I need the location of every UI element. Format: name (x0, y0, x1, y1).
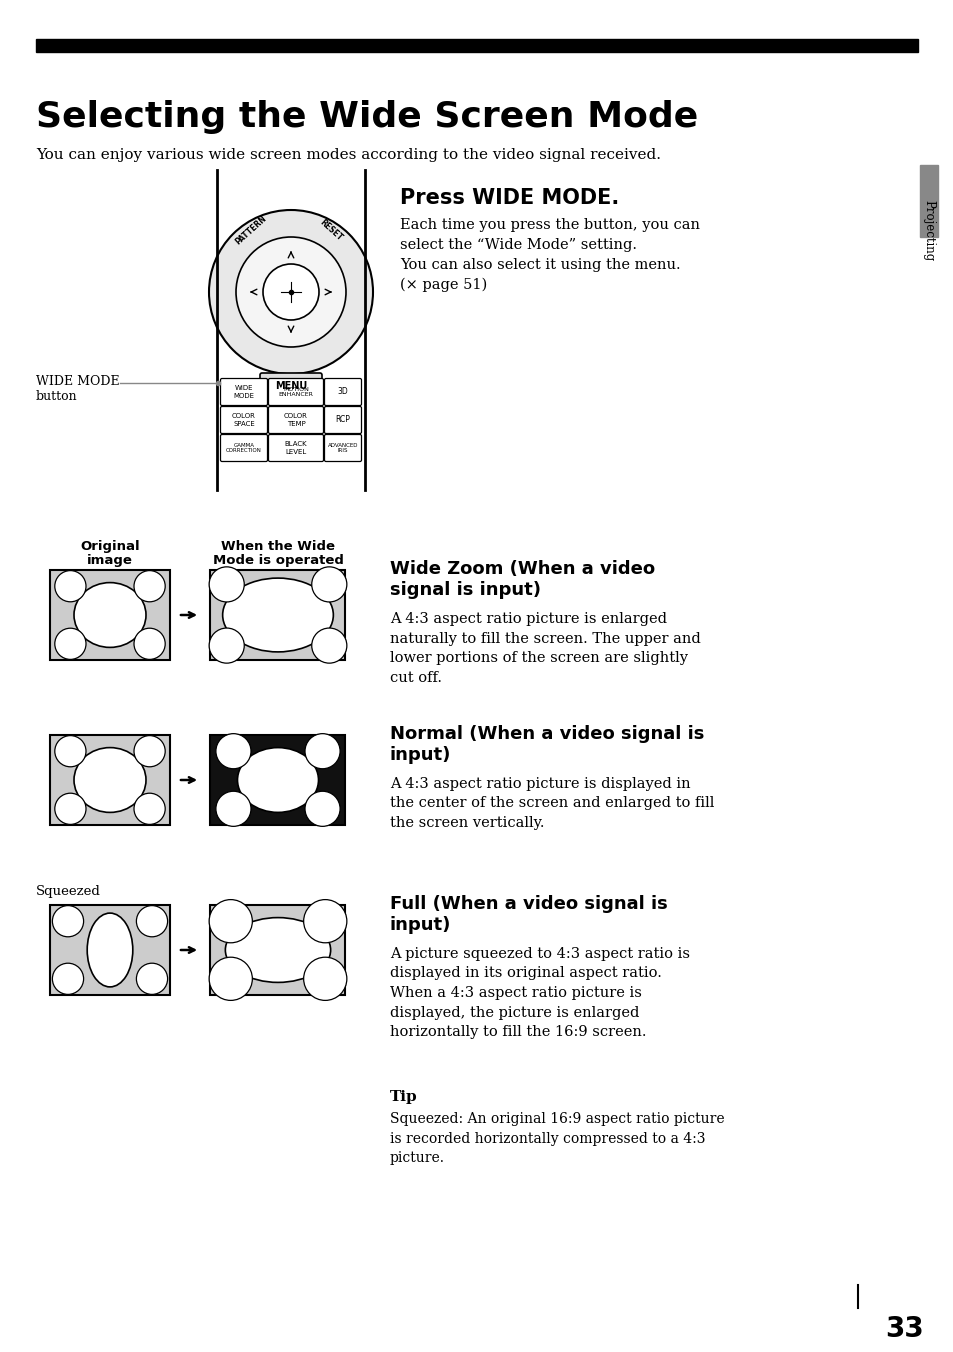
Ellipse shape (74, 583, 146, 648)
Ellipse shape (225, 918, 331, 983)
Circle shape (133, 794, 165, 825)
Text: MENU: MENU (274, 381, 307, 391)
Text: ADVANCED
IRIS: ADVANCED IRIS (328, 442, 358, 453)
Text: image: image (87, 554, 132, 566)
Circle shape (54, 629, 86, 660)
Circle shape (305, 734, 339, 769)
Text: Selecting the Wide Screen Mode: Selecting the Wide Screen Mode (36, 100, 698, 134)
FancyBboxPatch shape (324, 434, 361, 461)
Text: WIDE
MODE: WIDE MODE (233, 385, 254, 399)
Text: Tip: Tip (390, 1090, 417, 1105)
Bar (50, 904, 170, 995)
Text: 33: 33 (884, 1315, 923, 1343)
Circle shape (209, 957, 253, 1000)
Text: Mode is operated: Mode is operated (213, 554, 343, 566)
Text: You can enjoy various wide screen modes according to the video signal received.: You can enjoy various wide screen modes … (36, 147, 660, 162)
Ellipse shape (74, 748, 146, 813)
Circle shape (312, 629, 347, 662)
Text: COLOR
TEMP: COLOR TEMP (284, 414, 308, 426)
FancyBboxPatch shape (324, 407, 361, 434)
FancyBboxPatch shape (268, 407, 323, 434)
Circle shape (209, 899, 253, 942)
Circle shape (52, 963, 84, 995)
Circle shape (209, 566, 244, 602)
Ellipse shape (87, 913, 132, 987)
Bar (211, 735, 345, 825)
Text: When the Wide: When the Wide (221, 539, 335, 553)
Circle shape (215, 791, 251, 826)
Circle shape (54, 735, 86, 767)
Circle shape (215, 734, 251, 769)
Ellipse shape (237, 748, 318, 813)
FancyBboxPatch shape (268, 434, 323, 461)
Circle shape (209, 629, 244, 662)
Text: MOTION
ENHANCER: MOTION ENHANCER (278, 387, 314, 397)
Bar (211, 571, 345, 660)
Circle shape (305, 791, 339, 826)
Text: Squeezed: Squeezed (36, 886, 101, 898)
Bar (919, 165, 937, 237)
Text: Projecting: Projecting (922, 200, 935, 261)
Text: WIDE MODE: WIDE MODE (36, 375, 119, 388)
Text: Squeezed: An original 16:9 aspect ratio picture
is recorded horizontally compres: Squeezed: An original 16:9 aspect ratio … (390, 1111, 724, 1165)
Text: 3D: 3D (337, 388, 348, 396)
FancyBboxPatch shape (260, 373, 322, 399)
Text: PATTERN: PATTERN (233, 214, 268, 246)
Circle shape (235, 237, 346, 347)
FancyBboxPatch shape (220, 379, 267, 406)
Text: RCP: RCP (335, 415, 350, 425)
Circle shape (133, 735, 165, 767)
Bar (211, 904, 345, 995)
Text: Full (When a video signal is
input): Full (When a video signal is input) (390, 895, 667, 934)
Text: Wide Zoom (When a video
signal is input): Wide Zoom (When a video signal is input) (390, 560, 655, 599)
Circle shape (263, 264, 318, 320)
Circle shape (312, 566, 347, 602)
Circle shape (133, 571, 165, 602)
Text: button: button (36, 389, 77, 403)
Bar (50, 735, 170, 825)
Text: A 4:3 aspect ratio picture is displayed in
the center of the screen and enlarged: A 4:3 aspect ratio picture is displayed … (390, 777, 714, 830)
Circle shape (54, 571, 86, 602)
Circle shape (133, 629, 165, 660)
Circle shape (209, 210, 373, 375)
Circle shape (136, 963, 168, 995)
Circle shape (136, 906, 168, 937)
Text: COLOR
SPACE: COLOR SPACE (232, 414, 255, 426)
Text: Original: Original (80, 539, 140, 553)
FancyBboxPatch shape (220, 407, 267, 434)
Circle shape (54, 794, 86, 825)
Text: You can also select it using the menu.: You can also select it using the menu. (399, 258, 679, 272)
Text: Each time you press the button, you can: Each time you press the button, you can (399, 218, 700, 233)
Text: A 4:3 aspect ratio picture is enlarged
naturally to fill the screen. The upper a: A 4:3 aspect ratio picture is enlarged n… (390, 612, 700, 684)
Ellipse shape (222, 579, 333, 652)
Text: BLACK
LEVEL: BLACK LEVEL (284, 442, 307, 454)
Text: RESET: RESET (317, 218, 344, 242)
FancyBboxPatch shape (268, 379, 323, 406)
Text: (× page 51): (× page 51) (399, 279, 487, 292)
Circle shape (303, 957, 347, 1000)
Circle shape (303, 899, 347, 942)
Text: A picture squeezed to 4:3 aspect ratio is
displayed in its original aspect ratio: A picture squeezed to 4:3 aspect ratio i… (390, 946, 689, 1038)
Circle shape (52, 906, 84, 937)
Text: Normal (When a video signal is
input): Normal (When a video signal is input) (390, 725, 703, 764)
FancyBboxPatch shape (324, 379, 361, 406)
Text: select the “Wide Mode” setting.: select the “Wide Mode” setting. (399, 238, 637, 251)
Bar (36, 39, 917, 51)
Text: GAMMA
CORRECTION: GAMMA CORRECTION (226, 442, 262, 453)
FancyBboxPatch shape (220, 434, 267, 461)
Bar (50, 571, 170, 660)
Text: Press WIDE MODE.: Press WIDE MODE. (399, 188, 618, 208)
